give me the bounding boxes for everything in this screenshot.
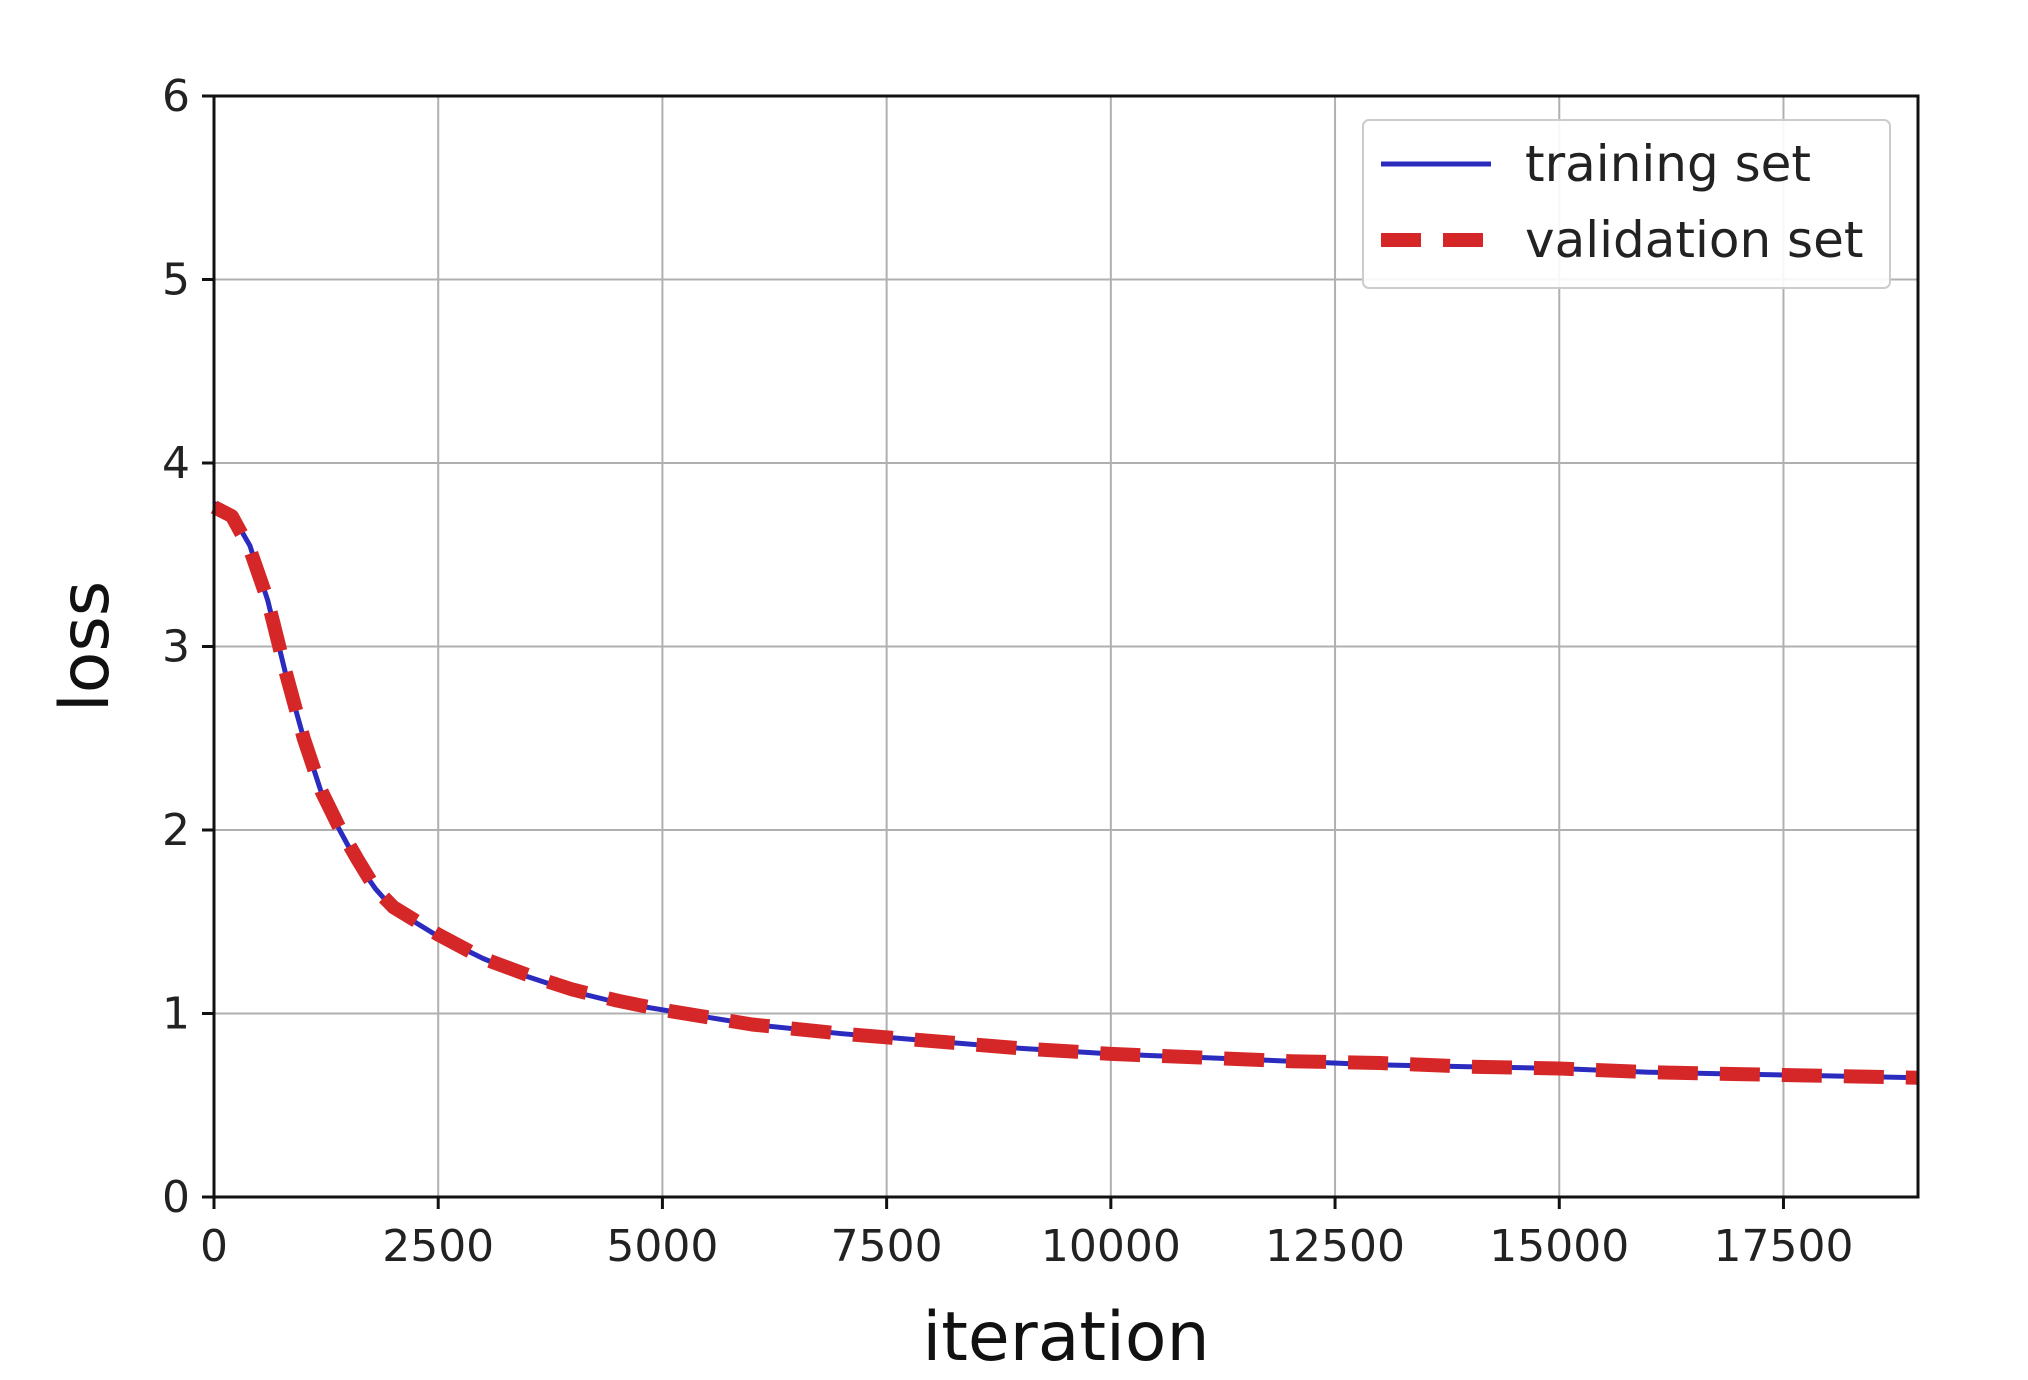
y-axis-label: loss — [46, 581, 125, 712]
x-tick-labels: 0 2500 5000 7500 10000 12500 15000 17500 — [200, 1197, 1853, 1272]
x-tick-label-1: 2500 — [382, 1221, 494, 1272]
y-tick-labels: 0 1 2 3 4 5 6 — [162, 71, 214, 1223]
y-tick-label-1: 1 — [162, 989, 190, 1040]
y-tick-label-0: 0 — [162, 1172, 190, 1223]
x-tick-label-4: 10000 — [1041, 1221, 1181, 1272]
legend: training set validation set — [1362, 119, 1891, 289]
x-tick-label-0: 0 — [200, 1221, 228, 1272]
y-tick-label-5: 5 — [162, 255, 190, 306]
y-tick-label-6: 6 — [162, 71, 190, 122]
y-tick-label-4: 4 — [162, 438, 190, 489]
legend-label-1: validation set — [1525, 211, 1863, 269]
series-lines — [210, 500, 1919, 1085]
x-tick-label-5: 12500 — [1265, 1221, 1405, 1272]
x-tick-label-2: 5000 — [606, 1221, 718, 1272]
series-line-1 — [210, 500, 1919, 1085]
y-tick-label-2: 2 — [162, 805, 190, 856]
x-axis-label: iteration — [922, 1298, 1209, 1377]
legend-label-0: training set — [1525, 135, 1811, 193]
x-tick-label-3: 7500 — [831, 1221, 943, 1272]
legend-box — [1362, 119, 1891, 289]
x-tick-label-6: 15000 — [1489, 1221, 1629, 1272]
x-tick-label-7: 17500 — [1713, 1221, 1853, 1272]
y-tick-label-3: 3 — [162, 622, 190, 673]
